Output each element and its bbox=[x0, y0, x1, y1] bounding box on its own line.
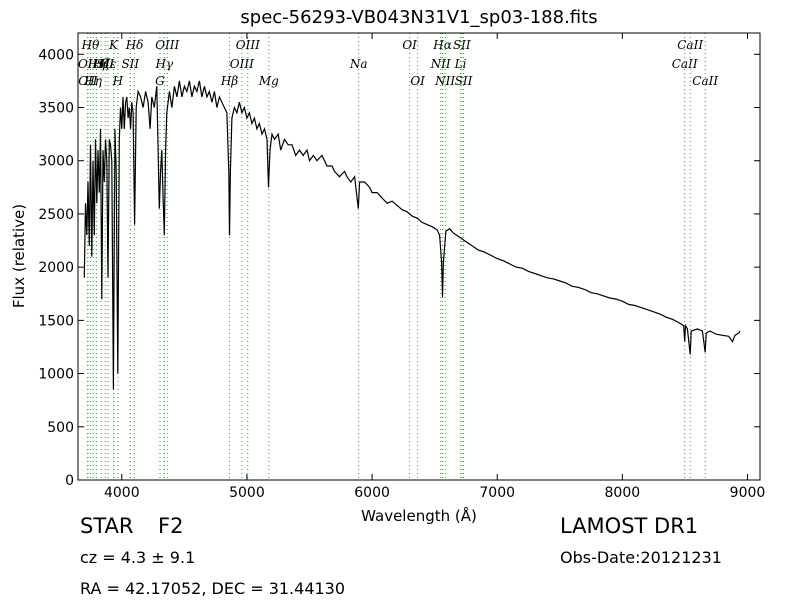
chart-title: spec-56293-VB043N31V1_sp03-188.fits bbox=[240, 7, 597, 28]
y-axis: 0 500 1000 1500 2000 2500 3000 3500 4000 bbox=[38, 47, 760, 489]
line-marker-label: Hθ bbox=[81, 38, 100, 52]
line-marker-label: H bbox=[112, 74, 124, 88]
line-marker-label: Mg bbox=[258, 74, 279, 88]
y-tick-label: 1500 bbox=[38, 313, 74, 329]
plot-frame bbox=[77, 32, 761, 481]
line-marker-label: OIII bbox=[236, 38, 260, 52]
line-marker-label: NII bbox=[430, 57, 451, 71]
line-marker-label: OI bbox=[410, 74, 425, 88]
line-marker-label: Hε bbox=[98, 57, 116, 71]
x-axis-label: Wavelength (Å) bbox=[361, 506, 477, 525]
line-marker-label: Hδ bbox=[125, 38, 144, 52]
line-marker-label: CaII bbox=[672, 57, 698, 71]
line-marker-label: OIII bbox=[155, 38, 179, 52]
x-axis: 4000 5000 6000 7000 8000 9000 bbox=[104, 33, 765, 501]
x-tick-label: 5000 bbox=[229, 485, 265, 501]
y-tick-label: 1000 bbox=[38, 367, 74, 383]
y-tick-label: 2500 bbox=[38, 207, 74, 223]
y-tick-label: 2000 bbox=[38, 260, 74, 276]
x-tick-label: 4000 bbox=[104, 485, 140, 501]
y-tick-label: 3500 bbox=[38, 101, 74, 117]
y-tick-label: 0 bbox=[65, 473, 74, 489]
x-tick-label: 7000 bbox=[479, 485, 515, 501]
x-tick-label: 9000 bbox=[730, 485, 766, 501]
line-marker-label: Hγ bbox=[155, 57, 174, 71]
line-marker-label: NII bbox=[434, 74, 455, 88]
line-marker-label: Hβ bbox=[220, 74, 238, 88]
line-marker-label: SII bbox=[455, 74, 473, 88]
line-marker-label: OI bbox=[402, 38, 417, 52]
line-marker-label: Hζ bbox=[92, 57, 111, 71]
line-marker-label: SII bbox=[453, 38, 471, 52]
line-marker-label: SII bbox=[121, 57, 139, 71]
object-class: STAR bbox=[80, 514, 134, 538]
line-marker-label: OII bbox=[78, 57, 98, 71]
y-tick-label: 3000 bbox=[38, 154, 74, 170]
x-tick-label: 8000 bbox=[605, 485, 641, 501]
line-marker-label: CaII bbox=[677, 38, 703, 52]
x-tick-label: 6000 bbox=[354, 485, 390, 501]
line-marker-label: Li bbox=[454, 57, 467, 71]
line-marker-label: OIII bbox=[230, 57, 254, 71]
y-axis-label: Flux (relative) bbox=[10, 204, 28, 308]
redshift-label: cz = 4.3 ± 9.1 bbox=[80, 548, 196, 567]
line-marker-label: Hη bbox=[87, 57, 106, 71]
line-marker-label: K bbox=[108, 38, 119, 52]
line-marker-label: SII bbox=[96, 57, 114, 71]
coordinates-label: RA = 42.17052, DEC = 31.44130 bbox=[80, 579, 346, 598]
survey-label: LAMOST DR1 bbox=[560, 514, 699, 538]
line-marker-label: G bbox=[155, 74, 165, 88]
obs-date-label: Obs-Date:20121231 bbox=[560, 548, 722, 567]
spectrum-line bbox=[83, 80, 741, 390]
spectrum-layer bbox=[83, 80, 741, 390]
line-marker-label: Hη bbox=[83, 74, 102, 88]
line-marker-label: Na bbox=[349, 57, 368, 71]
y-tick-label: 4000 bbox=[38, 47, 74, 63]
object-subclass: F2 bbox=[158, 514, 184, 538]
line-markers: OIIOIIHθHηHηHζSIIHεKHSIIHδGHγOIIIHβOIIIO… bbox=[78, 33, 718, 480]
line-marker-label: CaII bbox=[692, 74, 718, 88]
y-tick-label: 500 bbox=[47, 420, 74, 436]
line-marker-label: Hα bbox=[432, 38, 452, 52]
